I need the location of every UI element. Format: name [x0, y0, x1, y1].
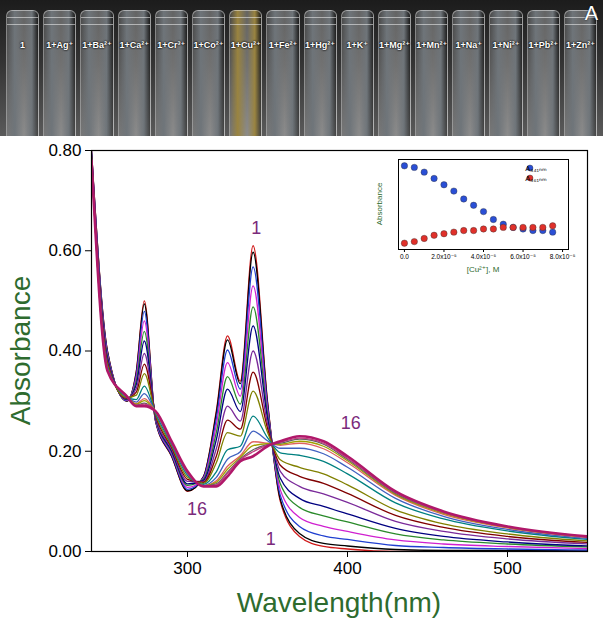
svg-text:1: 1: [266, 529, 276, 549]
html-text:1+Ag⁺: 1+Ag⁺: [46, 40, 74, 50]
html-text:A: A: [584, 2, 598, 24]
svg-text:300: 300: [173, 559, 201, 578]
svg-text:[Cu²⁺], M: [Cu²⁺], M: [467, 265, 500, 274]
html-text:1+Pb²⁺: 1+Pb²⁺: [528, 40, 558, 50]
svg-text:1: 1: [251, 218, 261, 238]
svg-text:400: 400: [333, 559, 361, 578]
svg-text:2.0x10⁻⁵: 2.0x10⁻⁵: [431, 253, 457, 260]
svg-text:Absorbance: Absorbance: [5, 276, 36, 425]
html-text:1+Ni²⁺: 1+Ni²⁺: [492, 40, 520, 50]
html-text:1+Ca²⁺: 1+Ca²⁺: [119, 40, 149, 50]
svg-text:Absorbance: Absorbance: [375, 182, 384, 225]
html-text:1+Mg²⁺: 1+Mg²⁺: [379, 40, 410, 50]
svg-text:16: 16: [341, 413, 361, 433]
svg-text:8.0x10⁻⁵: 8.0x10⁻⁵: [550, 253, 576, 260]
svg-text:0.0: 0.0: [400, 253, 409, 260]
html-text:1: 1: [20, 40, 26, 50]
svg-text:Wavelength(nm): Wavelength(nm): [237, 587, 441, 618]
html-text:1+Ba²⁺: 1+Ba²⁺: [82, 40, 112, 50]
svg-text:4.0x10⁻⁵: 4.0x10⁻⁵: [471, 253, 497, 260]
html-text:1+Mn²⁺: 1+Mn²⁺: [416, 40, 448, 50]
svg-text:A₃₄₁ₙₘ: A₃₄₁ₙₘ: [525, 164, 547, 173]
svg-text:0.20: 0.20: [48, 442, 81, 461]
html-text:1+Cu²⁺: 1+Cu²⁺: [230, 40, 261, 50]
html-text:1+Fe²⁺: 1+Fe²⁺: [268, 40, 298, 50]
svg-text:500: 500: [493, 559, 521, 578]
svg-text:0.60: 0.60: [48, 241, 81, 260]
html-text:1+Co²⁺: 1+Co²⁺: [193, 40, 224, 50]
html-text:1+Na⁺: 1+Na⁺: [455, 40, 483, 50]
svg-text:A₃₆₁ₙₘ: A₃₆₁ₙₘ: [525, 174, 547, 183]
svg-text:16: 16: [187, 499, 207, 519]
svg-text:0.80: 0.80: [48, 141, 81, 160]
svg-text:0.00: 0.00: [48, 542, 81, 561]
svg-text:6.0x10⁻⁵: 6.0x10⁻⁵: [510, 253, 536, 260]
html-text:1+K⁺: 1+K⁺: [346, 40, 368, 50]
html-text:1+Cr³⁺: 1+Cr³⁺: [157, 40, 186, 50]
html-text:1+Zn²⁺: 1+Zn²⁺: [565, 40, 595, 50]
svg-text:0.40: 0.40: [48, 341, 81, 360]
html-text:1+Hg²⁺: 1+Hg²⁺: [305, 40, 336, 50]
